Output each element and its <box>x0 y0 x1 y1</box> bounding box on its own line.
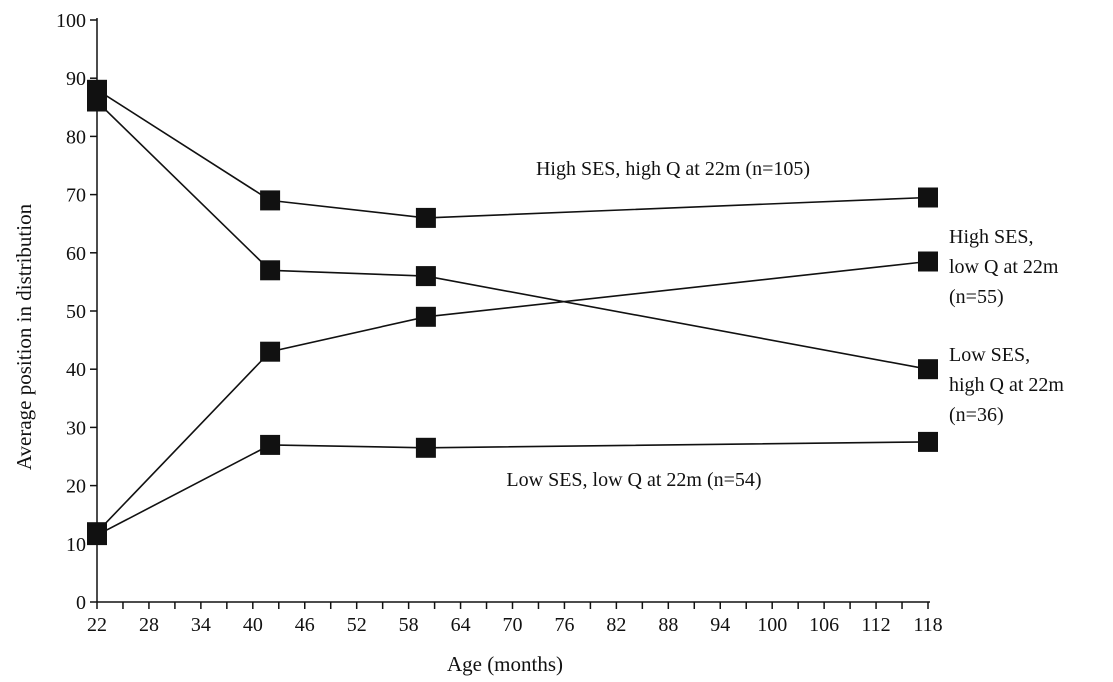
series-4-marker <box>260 434 281 455</box>
series-label-2: low Q at 22m <box>949 256 1059 278</box>
series-3-marker <box>918 359 938 380</box>
series-label-1: High SES, high Q at 22m (n=105) <box>536 158 810 180</box>
x-tick-label: 58 <box>399 614 419 636</box>
x-tick-label: 88 <box>658 614 678 636</box>
series-line-2 <box>96 260 929 533</box>
series-label-4: Low SES, low Q at 22m (n=54) <box>506 469 761 491</box>
series-2-marker <box>918 251 938 272</box>
x-tick-label: 28 <box>139 614 159 636</box>
series-line-3 <box>96 100 929 370</box>
y-tick-label: 0 <box>76 592 86 614</box>
annotation-layer: High SES, high Q at 22m (n=105) High SES,… <box>506 158 1064 491</box>
series-3-marker <box>87 91 107 112</box>
series-layer <box>87 79 938 546</box>
series-2-marker <box>415 306 436 327</box>
y-tick-label: 90 <box>66 68 86 90</box>
x-tick-label: 82 <box>606 614 626 636</box>
series-label-3: high Q at 22m <box>949 374 1064 396</box>
series-3-marker <box>415 266 436 287</box>
series-label-2: High SES, <box>949 226 1033 248</box>
y-tick-label: 100 <box>56 10 86 32</box>
axes: 0 10 20 30 40 50 60 70 80 90 100 22 28 34 40 46 52 58 64 70… <box>56 10 943 636</box>
y-tick-label: 30 <box>66 417 86 439</box>
y-tick-label: 20 <box>66 476 86 498</box>
series-1-marker <box>260 190 281 211</box>
y-tick-label: 10 <box>66 534 86 556</box>
x-tick-label: 64 <box>451 614 471 636</box>
series-4-marker <box>87 525 107 546</box>
y-axis-label: Average position in distribution <box>12 203 36 470</box>
x-tick-label: 94 <box>710 614 730 636</box>
series-label-2: (n=55) <box>949 286 1004 308</box>
x-tick-label: 70 <box>503 614 523 636</box>
x-tick-label: 100 <box>757 614 787 636</box>
series-1-marker <box>918 187 938 208</box>
y-tick-label: 40 <box>66 359 86 381</box>
x-tick-label: 118 <box>913 614 942 636</box>
series-2-marker <box>260 341 281 362</box>
x-tick-label: 40 <box>243 614 263 636</box>
y-tick-label: 50 <box>66 301 86 323</box>
x-tick-label: 46 <box>295 614 315 636</box>
series-line-4 <box>96 441 929 536</box>
series-1-marker <box>415 207 436 228</box>
y-tick-label: 70 <box>66 185 86 207</box>
y-tick-label: 80 <box>66 126 86 148</box>
series-label-3: (n=36) <box>949 404 1004 426</box>
series-line-1 <box>96 89 929 219</box>
x-tick-label: 34 <box>191 614 211 636</box>
series-4-marker <box>918 431 938 452</box>
series-3-marker <box>260 260 281 281</box>
y-tick-label: 60 <box>66 243 86 265</box>
series-label-3: Low SES, <box>949 344 1030 366</box>
x-tick-label: 112 <box>861 614 890 636</box>
x-axis-label: Age (months) <box>447 652 563 676</box>
x-tick-label: 52 <box>347 614 367 636</box>
x-tick-label: 22 <box>87 614 107 636</box>
x-tick-label: 76 <box>554 614 574 636</box>
x-tick-label: 106 <box>809 614 839 636</box>
series-4-marker <box>415 437 436 458</box>
